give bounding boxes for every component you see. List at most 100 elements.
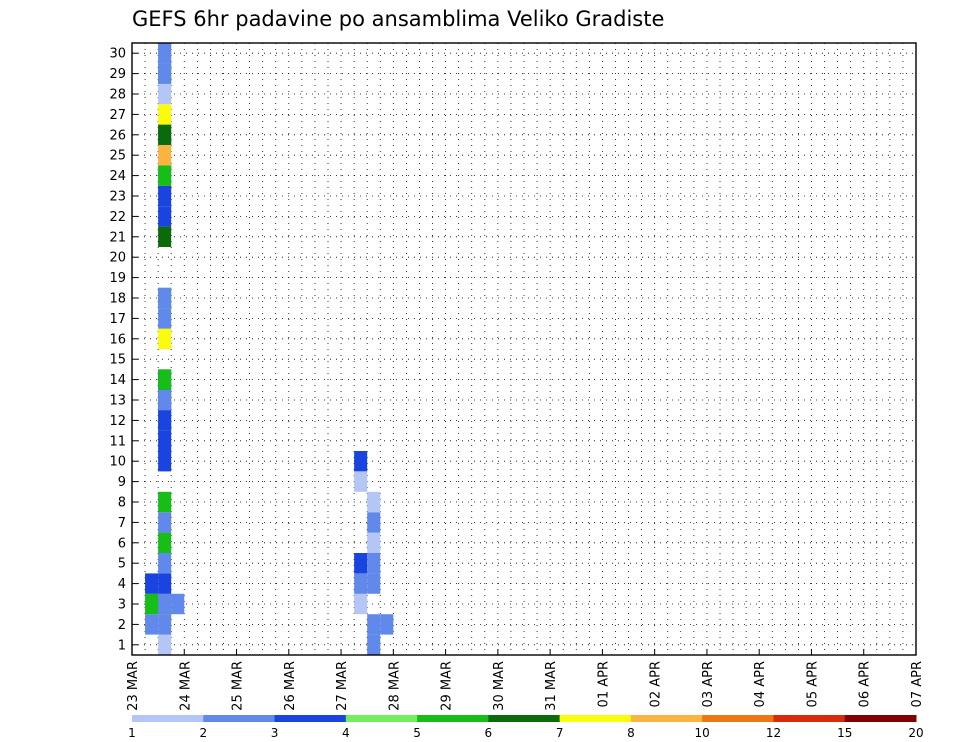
heatmap-cell	[367, 634, 381, 655]
chart-title: GEFS 6hr padavine po ansamblima Veliko G…	[132, 7, 664, 31]
y-tick-label: 15	[109, 353, 126, 368]
heatmap-cell	[354, 573, 368, 594]
y-tick-label: 1	[118, 638, 126, 653]
colorbar-tick-label: 8	[627, 726, 635, 740]
x-tick-label: 29 MAR	[440, 661, 455, 711]
heatmap-cell	[158, 451, 172, 472]
x-tick-label: 06 APR	[858, 661, 873, 707]
colorbar-swatch	[773, 715, 846, 722]
colorbar-swatch	[417, 715, 489, 722]
x-tick-label: 03 APR	[701, 661, 716, 707]
heatmap-cell	[354, 593, 368, 615]
colorbar-tick-label: 2	[199, 726, 207, 740]
x-tick-label: 01 APR	[596, 661, 611, 707]
heatmap-cell	[367, 512, 381, 533]
y-tick-label: 13	[109, 394, 126, 409]
y-tick-label: 27	[109, 108, 126, 123]
colorbar-swatch	[702, 715, 774, 722]
heatmap-cell	[367, 532, 381, 553]
heatmap-cell	[367, 614, 381, 635]
colorbar-swatch	[630, 715, 703, 722]
y-tick-label: 3	[118, 598, 126, 613]
colorbar-tick-label: 1	[128, 726, 136, 740]
heatmap-cell	[158, 389, 172, 411]
heatmap-cell	[158, 43, 172, 64]
x-tick-label: 07 APR	[910, 661, 925, 707]
x-axis-ticks: 23 MAR 24 MAR 25 MAR 26 MAR 27 MAR 28 MAR 29 M…	[126, 649, 925, 711]
y-tick-label: 23	[109, 190, 126, 205]
x-tick-label: 04 APR	[753, 661, 768, 707]
heatmap-cell	[158, 287, 172, 309]
colorbar-tick-label: 5	[413, 726, 421, 740]
x-tick-label: 27 MAR	[335, 661, 350, 711]
colorbar-tick-label: 7	[556, 726, 564, 740]
y-tick-label: 29	[109, 67, 126, 82]
grid-lines	[132, 43, 916, 655]
x-tick-label: 02 APR	[649, 661, 664, 707]
colorbar: 1 2 3 4 5 6 7 8 10 12 15 20	[128, 715, 924, 740]
colorbar-tick-label: 20	[908, 726, 923, 740]
x-tick-label: 31 MAR	[544, 661, 559, 711]
heatmap-cell	[158, 614, 172, 635]
heatmap-cell	[158, 145, 172, 166]
x-tick-label: 30 MAR	[492, 661, 507, 711]
colorbar-tick-label: 6	[485, 726, 493, 740]
colorbar-tick-label: 10	[695, 726, 710, 740]
y-tick-label: 19	[109, 271, 126, 286]
colorbar-tick-label: 15	[837, 726, 852, 740]
y-axis-ticks: 1234567891011121314151617181920212223242…	[109, 47, 138, 653]
heatmap-cell	[158, 63, 172, 84]
heatmap-cell	[158, 226, 172, 247]
plot-frame	[131, 42, 917, 656]
y-tick-label: 20	[109, 251, 126, 266]
colorbar-swatch	[345, 715, 418, 722]
colorbar-tick-label: 4	[342, 726, 350, 740]
colorbar-tick-label: 12	[766, 726, 781, 740]
x-tick-label: 28 MAR	[387, 661, 402, 711]
colorbar-swatch	[559, 715, 632, 722]
heatmap-cell	[158, 553, 172, 574]
heatmap-cell	[354, 471, 368, 492]
heatmap-cell	[158, 430, 172, 451]
y-tick-label: 10	[109, 455, 126, 470]
y-tick-label: 14	[109, 373, 126, 388]
x-tick-label: 24 MAR	[178, 661, 193, 711]
heatmap-cell	[158, 532, 172, 553]
x-tick-label: 05 APR	[805, 661, 820, 707]
x-tick-label: 23 MAR	[126, 661, 141, 711]
heatmap-cell	[158, 573, 172, 594]
y-tick-label: 8	[118, 496, 126, 511]
y-tick-label: 6	[118, 536, 126, 551]
x-tick-label: 26 MAR	[283, 661, 298, 711]
y-tick-label: 22	[109, 210, 126, 225]
heatmap-cell	[158, 491, 172, 513]
y-tick-label: 9	[118, 475, 126, 490]
heatmap-cell	[158, 185, 172, 207]
heatmap-cell	[158, 165, 172, 186]
heatmap-cell	[367, 573, 381, 594]
y-tick-label: 11	[109, 434, 126, 449]
y-tick-label: 17	[109, 312, 126, 327]
heatmap-cell	[380, 614, 394, 635]
y-tick-label: 18	[109, 292, 126, 307]
colorbar-swatch	[203, 715, 276, 722]
y-tick-label: 16	[109, 332, 126, 347]
y-tick-label: 28	[109, 88, 126, 103]
heatmap-cell	[367, 491, 381, 513]
heatmap-cell	[158, 308, 172, 329]
colorbar-swatch	[844, 715, 917, 722]
y-tick-label: 30	[109, 47, 126, 62]
heatmap-cells	[145, 43, 394, 655]
heatmap-cell	[158, 124, 172, 145]
heatmap-cell	[158, 512, 172, 533]
heatmap-cell	[354, 553, 368, 574]
y-tick-label: 5	[118, 557, 126, 572]
heatmap-cell	[158, 369, 172, 390]
y-tick-label: 7	[118, 516, 126, 531]
colorbar-swatch	[488, 715, 561, 722]
y-tick-label: 26	[109, 128, 126, 143]
heatmap-cell	[367, 553, 381, 574]
heatmap-cell	[158, 634, 172, 655]
colorbar-swatch	[274, 715, 347, 722]
